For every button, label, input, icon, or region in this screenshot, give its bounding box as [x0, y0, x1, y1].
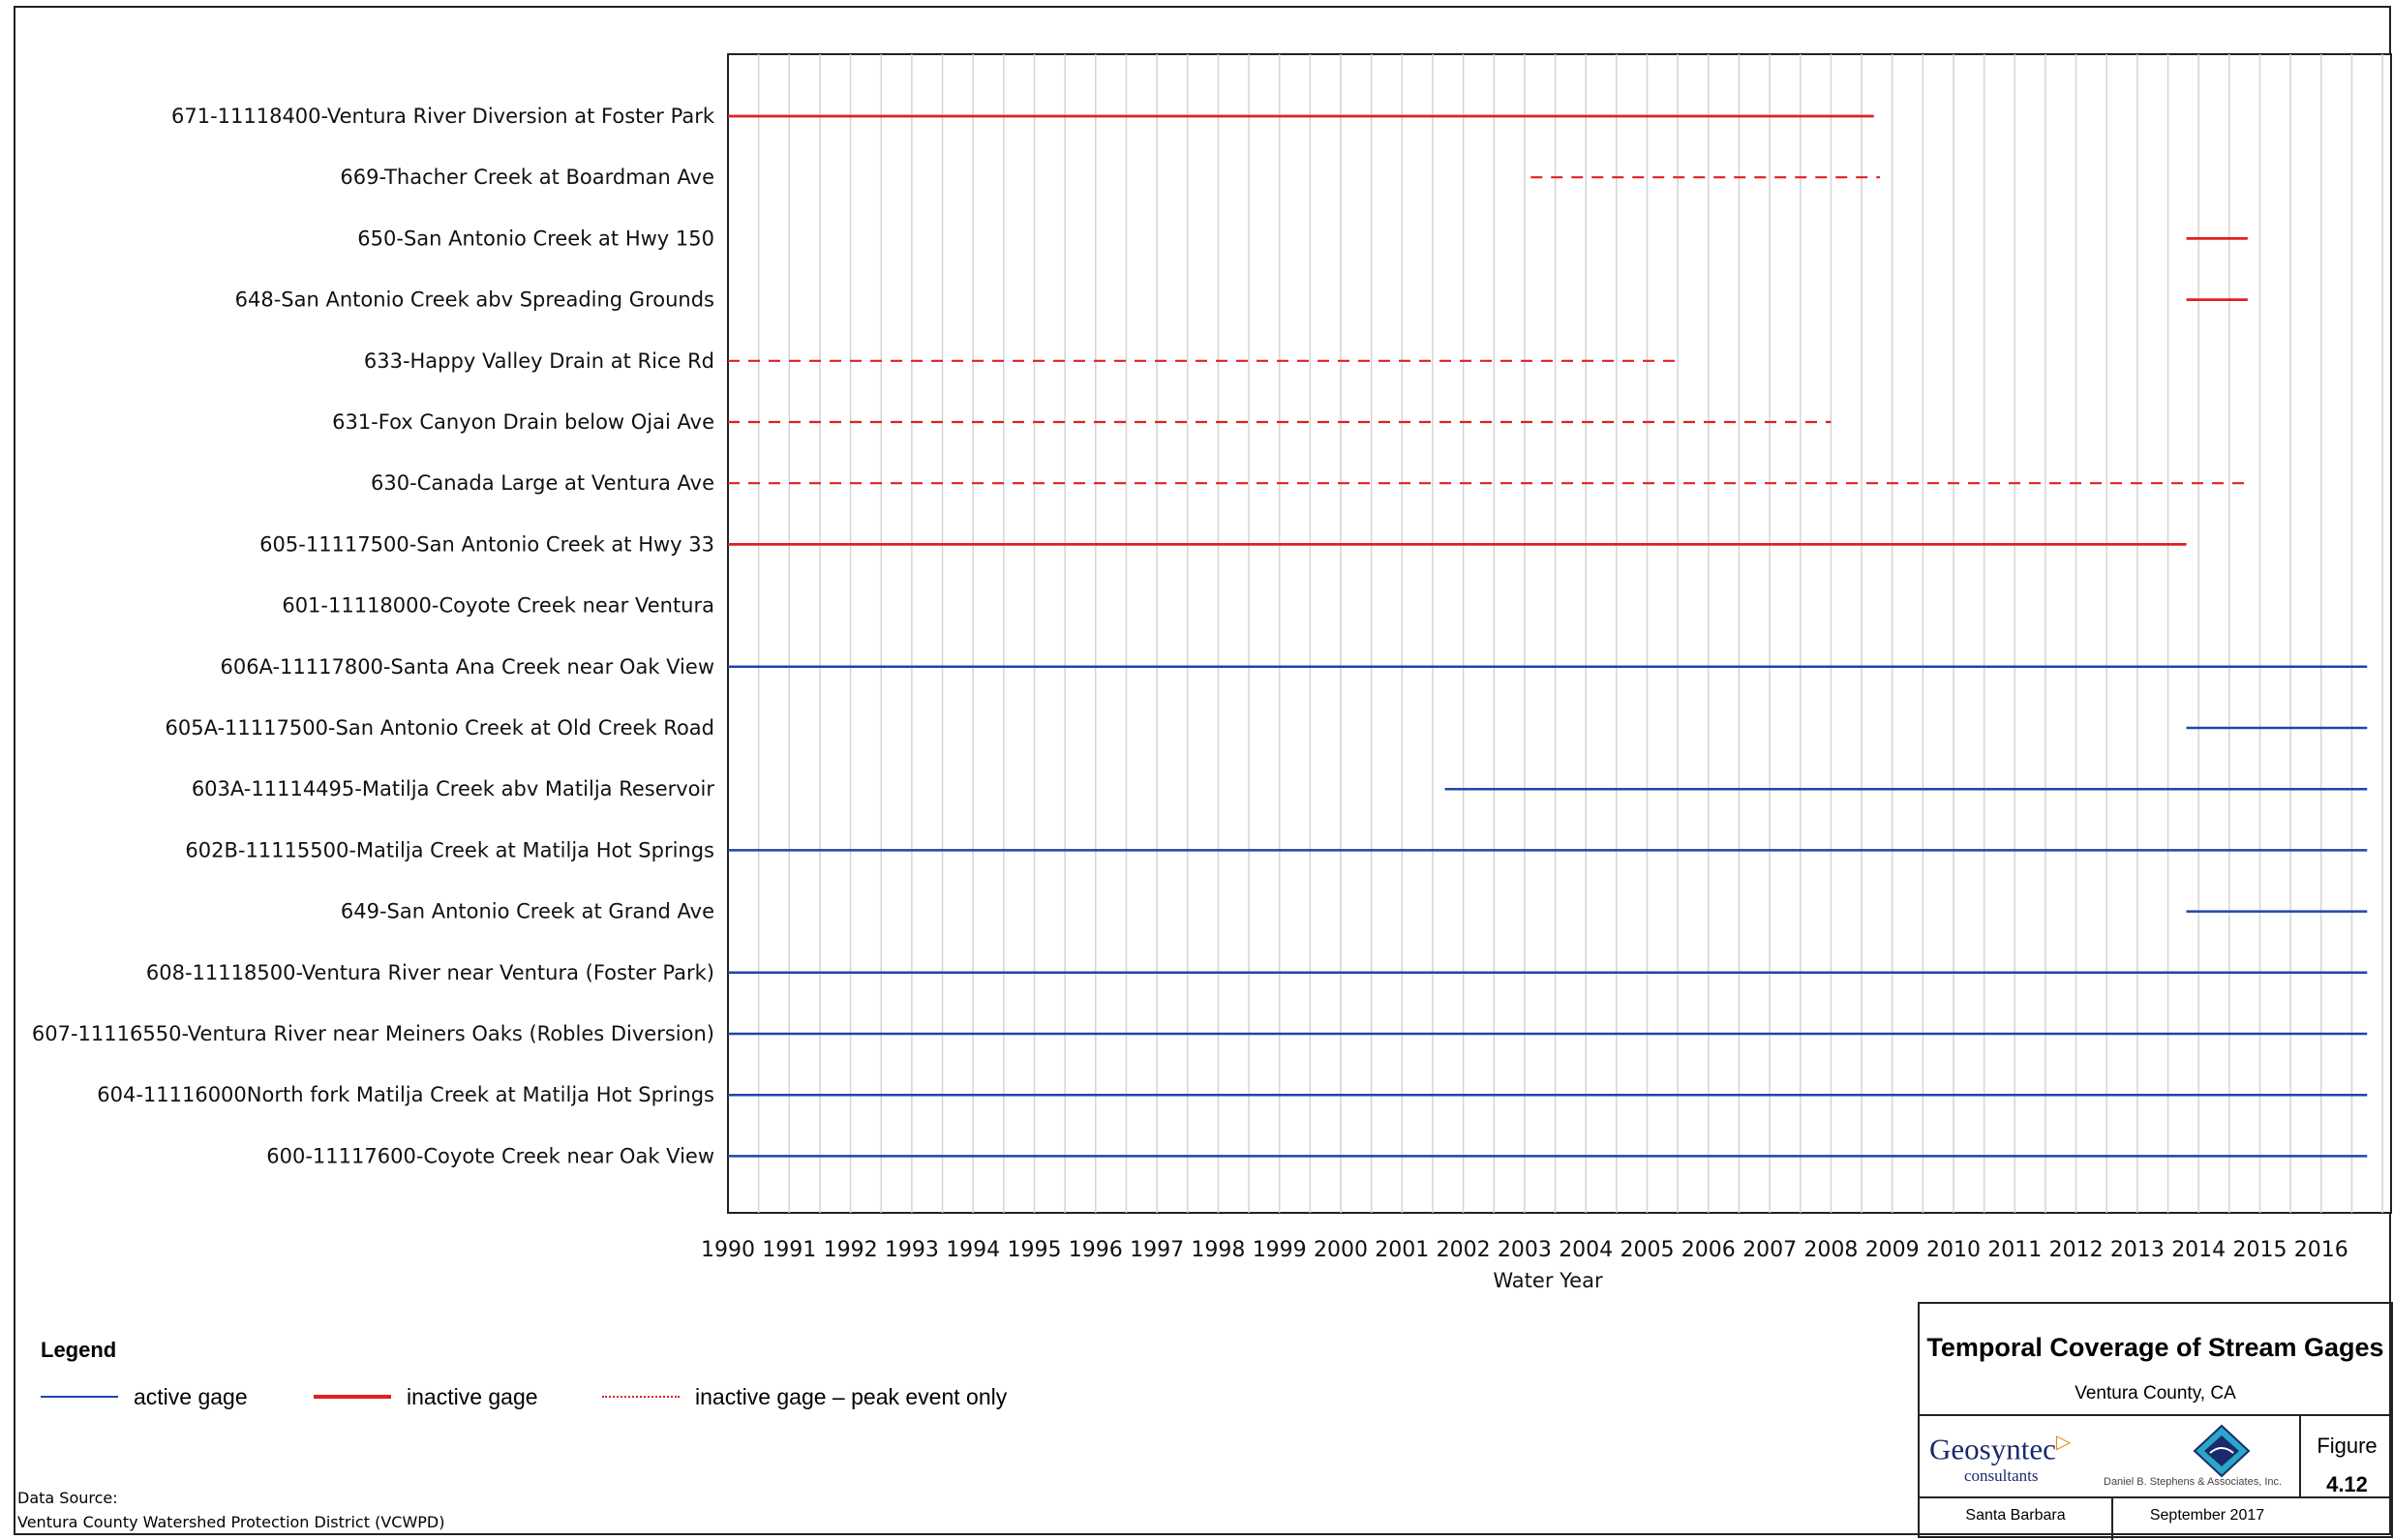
title-block: Temporal Coverage of Stream Gages Ventur… — [1918, 1302, 2393, 1540]
geosyntec-logo: Geosyntec▷ — [1929, 1432, 2072, 1466]
divider — [1920, 1496, 2391, 1498]
x-tick-label: 2010 — [1926, 1238, 1981, 1262]
x-tick-label: 1993 — [885, 1238, 939, 1262]
x-tick-label: 2006 — [1681, 1238, 1736, 1262]
x-tick-label: 2005 — [1621, 1238, 1675, 1262]
active-line-swatch — [41, 1396, 118, 1398]
figure-date: September 2017 — [2149, 1507, 2265, 1524]
x-tick-label: 2001 — [1375, 1238, 1429, 1262]
x-tick-label: 2000 — [1314, 1238, 1368, 1262]
legend-active-label: active gage — [134, 1383, 248, 1409]
x-tick-label: 2009 — [1865, 1238, 1920, 1262]
legend-title: Legend — [41, 1338, 117, 1362]
gage-label: 604-11116000North fork Matilja Creek at … — [97, 1083, 714, 1106]
gage-label: 608-11118500-Ventura River near Ventura … — [146, 961, 714, 984]
legend-inactive-label: inactive gage — [407, 1383, 538, 1409]
x-tick-label: 1997 — [1130, 1238, 1184, 1262]
gage-label: 630-Canada Large at Ventura Ave — [371, 471, 714, 495]
gage-label: 648-San Antonio Creek abv Spreading Grou… — [235, 288, 714, 312]
gage-label: 633-Happy Valley Drain at Rice Rd — [364, 349, 714, 373]
x-tick-label: 1995 — [1008, 1238, 1062, 1262]
gage-label: 649-San Antonio Creek at Grand Ave — [341, 900, 714, 923]
gage-label: 605-11117500-San Antonio Creek at Hwy 33 — [259, 532, 714, 556]
x-tick-label: 1998 — [1191, 1238, 1245, 1262]
legend-item-active: active gage — [41, 1382, 248, 1411]
legend: Legend active gage inactive gage inactiv… — [39, 1334, 1200, 1421]
gage-label: 606A-11117800-Santa Ana Creek near Oak V… — [220, 655, 714, 679]
x-tick-label: 1994 — [946, 1238, 1000, 1262]
inactive-line-swatch — [314, 1395, 391, 1399]
data-source-text: Ventura County Watershed Protection Dist… — [17, 1513, 445, 1531]
x-tick-label: 1996 — [1069, 1238, 1123, 1262]
x-tick-label: 2007 — [1742, 1238, 1797, 1262]
gage-label: 605A-11117500-San Antonio Creek at Old C… — [165, 716, 714, 740]
figure-number: 4.12 — [2326, 1472, 2368, 1496]
gage-label: 603A-11114495-Matilja Creek abv Matilja … — [192, 777, 715, 800]
gage-label: 671-11118400-Ventura River Diversion at … — [171, 105, 715, 128]
gage-label: 631-Fox Canyon Drain below Ojai Ave — [332, 410, 714, 434]
divider — [2111, 1496, 2113, 1540]
gage-label: 607-11116550-Ventura River near Meiners … — [32, 1022, 714, 1045]
data-source: Data Source: Ventura County Watershed Pr… — [17, 1486, 444, 1534]
legend-item-peak: inactive gage – peak event only — [602, 1382, 1007, 1411]
gage-label: 602B-11115500-Matilja Creek at Matilja H… — [185, 838, 714, 861]
x-tick-label: 2004 — [1559, 1238, 1613, 1262]
dbs-diamond-logo-icon — [2193, 1424, 2251, 1478]
gage-label: 669-Thacher Creek at Boardman Ave — [340, 166, 714, 189]
x-tick-label: 2011 — [1987, 1238, 2042, 1262]
x-tick-label: 2002 — [1437, 1238, 1491, 1262]
partner-name: Daniel B. Stephens & Associates, Inc. — [2104, 1476, 2283, 1488]
x-tick-label: 2008 — [1803, 1238, 1858, 1262]
data-source-heading: Data Source: — [17, 1489, 118, 1507]
x-tick-label: 2012 — [2049, 1238, 2104, 1262]
gage-label: 600-11117600-Coyote Creek near Oak View — [266, 1144, 714, 1167]
geosyntec-logo-subtitle: consultants — [1964, 1466, 2039, 1485]
gage-coverage-chart: 671-11118400-Ventura River Diversion at … — [32, 53, 2392, 1292]
x-tick-label: 1999 — [1253, 1238, 1307, 1262]
gage-label: 601-11118000-Coyote Creek near Ventura — [282, 594, 714, 618]
x-tick-label: 2016 — [2294, 1238, 2348, 1262]
figure-subtitle: Ventura County, CA — [2075, 1383, 2236, 1404]
x-tick-label: 2014 — [2171, 1238, 2226, 1262]
x-tick-label: 2013 — [2110, 1238, 2165, 1262]
peak-line-swatch — [602, 1396, 680, 1398]
x-tick-label: 1990 — [701, 1238, 755, 1262]
divider — [2299, 1414, 2301, 1496]
legend-peak-label: inactive gage – peak event only — [695, 1383, 1008, 1409]
plot-area — [727, 53, 2392, 1214]
office-location: Santa Barbara — [1965, 1507, 2066, 1524]
x-tick-label: 1992 — [824, 1238, 878, 1262]
x-tick-label: 2015 — [2233, 1238, 2287, 1262]
x-axis-label: Water Year — [1493, 1269, 1603, 1292]
x-tick-label: 1991 — [762, 1238, 816, 1262]
gage-label: 650-San Antonio Creek at Hwy 150 — [357, 226, 714, 250]
figure-title: Temporal Coverage of Stream Gages — [1926, 1333, 2384, 1362]
figure-label: Figure — [2317, 1434, 2378, 1458]
legend-item-inactive: inactive gage — [314, 1382, 538, 1411]
divider — [1920, 1414, 2391, 1416]
x-tick-label: 2003 — [1498, 1238, 1552, 1262]
